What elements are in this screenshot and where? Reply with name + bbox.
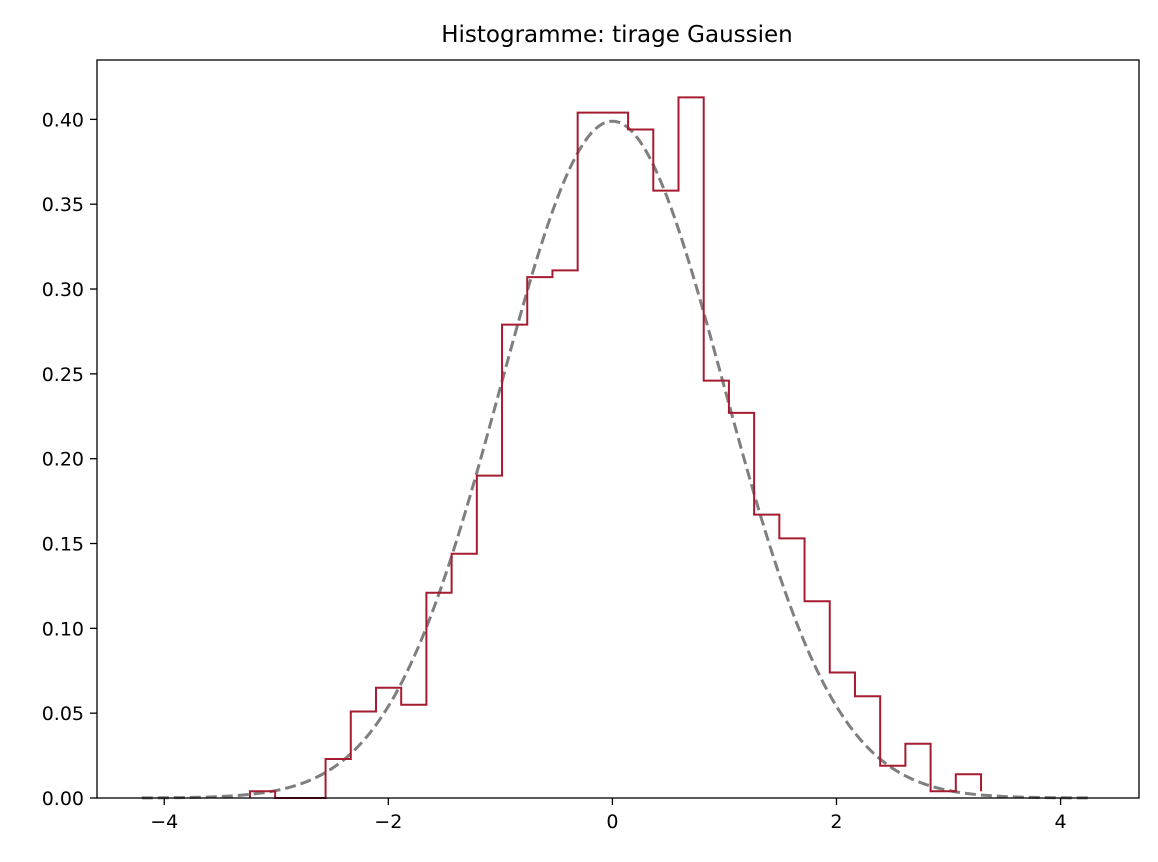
y-tick-label: 0.15 (42, 534, 84, 556)
y-tick-label: 0.30 (42, 279, 84, 301)
x-tick-label: 0 (606, 811, 618, 833)
y-tick-label: 0.40 (42, 109, 84, 131)
x-tick-label: 4 (1055, 811, 1067, 833)
axes: −4 −2 0 2 4 0.00 0.05 0.10 0.15 0.20 0.25 0.30 0.35 0… (42, 109, 1067, 833)
x-tick-label: 2 (830, 811, 842, 833)
chart-title: Histogramme: tirage Gaussien (441, 22, 793, 48)
x-tick-label: −4 (150, 811, 178, 833)
y-tick-label: 0.25 (42, 364, 84, 386)
y-tick-label: 0.00 (42, 788, 84, 810)
y-tick-label: 0.10 (42, 618, 84, 640)
y-tick-label: 0.35 (42, 194, 84, 216)
y-tick-label: 0.05 (42, 703, 84, 725)
y-tick-label: 0.20 (42, 449, 84, 471)
plot-area (141, 96, 1089, 800)
plot-frame (96, 59, 1140, 799)
histogram-step-outline (248, 96, 983, 799)
gaussian-pdf-curve (141, 119, 1089, 800)
x-tick-label: −2 (374, 811, 402, 833)
